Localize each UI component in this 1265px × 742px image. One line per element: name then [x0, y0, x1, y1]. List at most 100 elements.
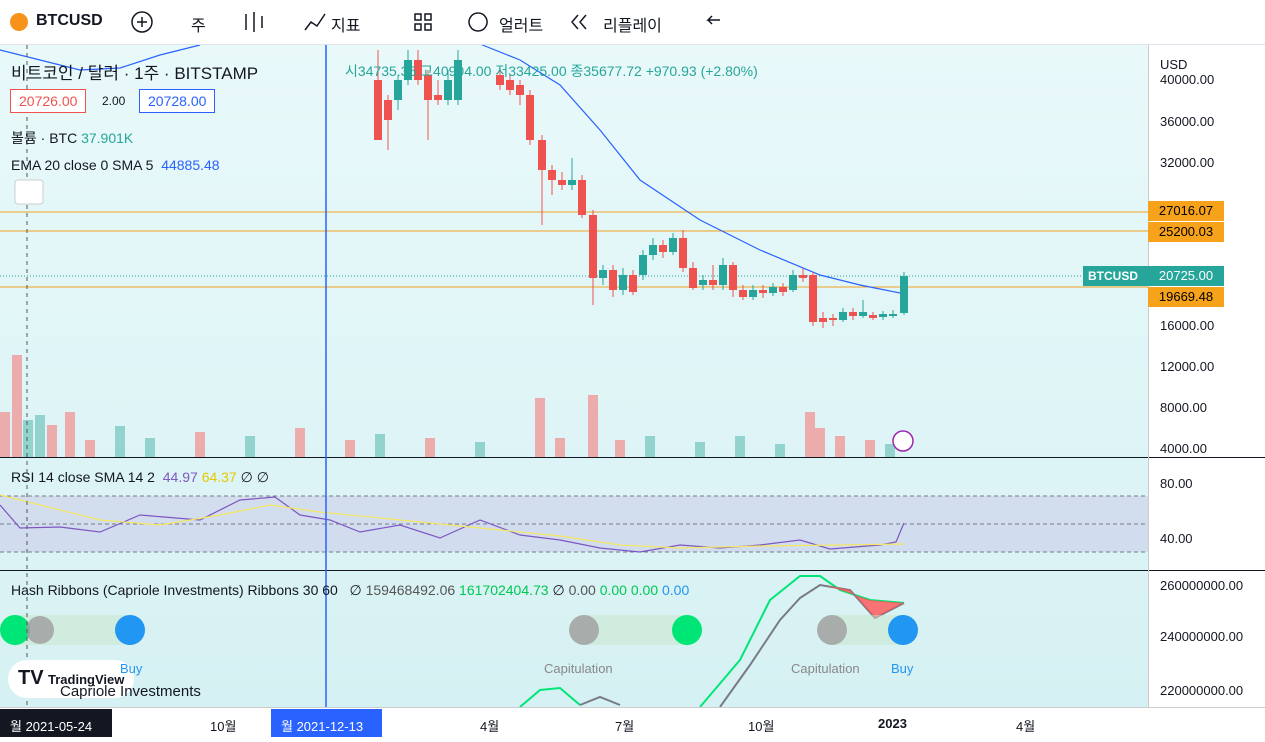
marker-label: Capitulation	[791, 661, 860, 676]
level-tag	[1148, 222, 1224, 242]
level-label: 25200.03	[1158, 224, 1214, 239]
volume-bar	[535, 398, 545, 457]
volume-bar	[195, 432, 205, 457]
spread: 2.00	[102, 94, 126, 108]
candle-body	[659, 245, 667, 252]
candle-body	[454, 60, 462, 100]
rsi-legend: RSI 14 close SMA 14 2 44.97 64.37 ∅ ∅	[11, 469, 269, 486]
volume-bar	[805, 412, 815, 457]
change: +970.93 (+2.80%)	[645, 63, 758, 79]
rsi-extra: ∅ ∅	[240, 469, 269, 485]
volume-title: 볼륨 · BTC	[11, 130, 78, 146]
time-axis-bg	[0, 707, 1265, 742]
price-tick: 16000.00	[1160, 318, 1215, 333]
volume-bar	[695, 442, 705, 457]
hash-v8: 0.00	[662, 582, 690, 598]
candle-body	[779, 287, 787, 292]
price-axis-bg	[1148, 45, 1265, 707]
volume-value: 37.901K	[81, 130, 134, 146]
toolbar-icons	[137, 12, 720, 32]
time-label: 7월	[615, 719, 635, 734]
volume-bar	[475, 442, 485, 457]
high: 고40904.00	[420, 63, 492, 79]
signal-dot	[115, 615, 145, 645]
symbol[interactable]: BTCUSD	[36, 12, 103, 29]
ema-line	[469, 39, 901, 294]
candle-body	[889, 314, 897, 316]
replay[interactable]: 리플레이	[603, 18, 662, 35]
bid[interactable]: 20726.00	[10, 89, 87, 113]
brand-logo: TV	[18, 667, 44, 689]
candle-body	[374, 80, 382, 140]
candle-body	[679, 238, 687, 268]
volume-bar	[588, 395, 598, 457]
candle-body	[568, 180, 576, 185]
hash-slow	[719, 583, 905, 708]
brand-badge	[8, 660, 134, 698]
candle-body	[496, 75, 504, 85]
candle-body	[699, 280, 707, 285]
candle-body	[384, 100, 392, 120]
brand[interactable]: TradingView	[48, 672, 125, 687]
signal-dot	[817, 615, 847, 645]
volume-bar	[345, 440, 355, 457]
volume-bar	[865, 440, 875, 457]
volume-bar	[615, 440, 625, 457]
candle-body	[709, 280, 717, 285]
candle-body	[649, 245, 657, 255]
volume-bar	[23, 420, 33, 457]
volume-bar	[85, 440, 95, 457]
candle-body	[639, 255, 647, 275]
rsi-value: 44.97	[162, 469, 198, 485]
interval[interactable]: 주	[191, 18, 206, 35]
volume-label: 볼륨 · BTC 37.901K	[11, 128, 133, 148]
event-icon[interactable]	[892, 430, 914, 452]
candle-body	[809, 275, 817, 322]
candle-body	[516, 85, 524, 95]
time-label: 4월	[480, 719, 500, 734]
hash-tick: 260000000.00	[1160, 578, 1244, 593]
signal-dot	[569, 615, 599, 645]
pane-bg	[0, 45, 1148, 707]
hash-v6: 0.00	[599, 582, 627, 598]
time-cursor	[271, 709, 382, 737]
candle-body	[849, 312, 857, 316]
ask[interactable]: 20728.00	[139, 89, 216, 113]
hash-v7: 0.00	[630, 582, 659, 598]
volume-bar	[555, 438, 565, 457]
volume-bar	[425, 438, 435, 457]
volume-bar	[735, 436, 745, 457]
toolbar-bg	[0, 0, 1265, 45]
collapse-button[interactable]	[14, 179, 44, 205]
hash-fill	[825, 585, 904, 618]
add-icon[interactable]	[131, 11, 153, 33]
coin-icon	[10, 13, 28, 31]
candle-body	[859, 312, 867, 316]
candle-body	[719, 265, 727, 285]
watermark: Capriole Investments	[60, 683, 201, 700]
rsi-title: RSI 14 close SMA 14 2	[11, 469, 155, 485]
currency[interactable]: USD	[1160, 57, 1188, 72]
alerts[interactable]: 얼러트	[499, 18, 544, 35]
candle-body	[769, 287, 777, 293]
candle-body	[404, 60, 412, 80]
open: 시34735.35	[345, 63, 417, 79]
candle-body	[839, 312, 847, 320]
rsi-sma-line	[0, 494, 905, 549]
candle-body	[558, 180, 566, 185]
candle-body	[789, 275, 797, 290]
volume-bar	[12, 355, 22, 457]
hash-fast	[699, 575, 905, 708]
candle-body	[589, 215, 597, 278]
indicators[interactable]: 지표	[331, 18, 361, 35]
marker-label: Buy	[120, 661, 143, 676]
volume-bar	[115, 426, 125, 457]
candle-body	[394, 80, 402, 100]
hash-title: Hash Ribbons (Capriole Investments) Ribb…	[11, 582, 338, 598]
ribbon	[570, 615, 700, 645]
signal-dot	[672, 615, 702, 645]
level-label: 27016.07	[1158, 203, 1214, 218]
time-cursor-label: 월 2021-12-13	[281, 719, 364, 734]
candle-body	[869, 315, 877, 318]
